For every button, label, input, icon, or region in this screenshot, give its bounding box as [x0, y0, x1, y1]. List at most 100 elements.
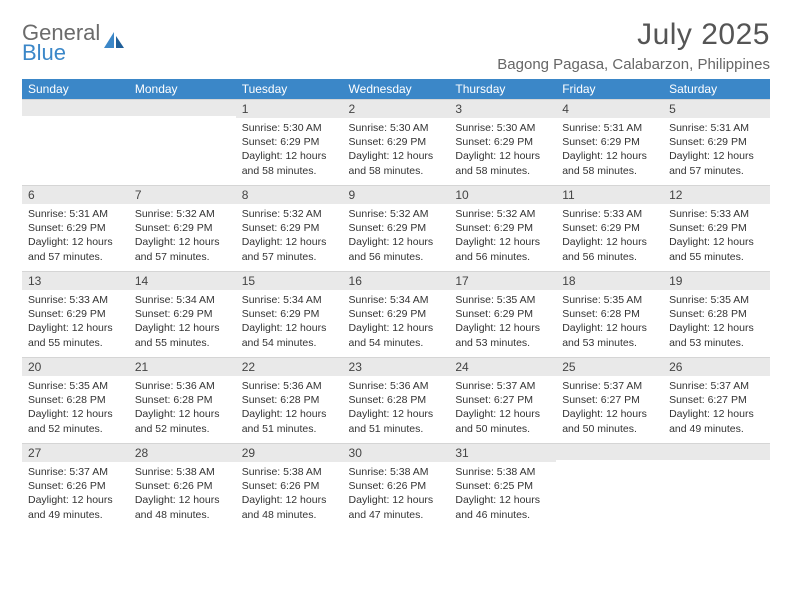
day-info: Sunrise: 5:32 AMSunset: 6:29 PMDaylight:… — [449, 204, 556, 270]
day-info: Sunrise: 5:33 AMSunset: 6:29 PMDaylight:… — [22, 290, 129, 356]
day-info: Sunrise: 5:35 AMSunset: 6:29 PMDaylight:… — [449, 290, 556, 356]
day-info: Sunrise: 5:30 AMSunset: 6:29 PMDaylight:… — [449, 118, 556, 184]
calendar-cell: 20Sunrise: 5:35 AMSunset: 6:28 PMDayligh… — [22, 357, 129, 443]
day-number: 28 — [129, 443, 236, 462]
day-info: Sunrise: 5:38 AMSunset: 6:25 PMDaylight:… — [449, 462, 556, 528]
calendar-cell: 27Sunrise: 5:37 AMSunset: 6:26 PMDayligh… — [22, 443, 129, 529]
day-info: Sunrise: 5:35 AMSunset: 6:28 PMDaylight:… — [22, 376, 129, 442]
day-info: Sunrise: 5:33 AMSunset: 6:29 PMDaylight:… — [556, 204, 663, 270]
calendar-cell — [663, 443, 770, 529]
day-info-empty — [663, 460, 770, 516]
calendar-table: SundayMondayTuesdayWednesdayThursdayFrid… — [22, 79, 770, 529]
calendar-cell: 5Sunrise: 5:31 AMSunset: 6:29 PMDaylight… — [663, 99, 770, 185]
day-info: Sunrise: 5:31 AMSunset: 6:29 PMDaylight:… — [22, 204, 129, 270]
brand-word2: Blue — [22, 42, 100, 64]
sail-icon — [102, 28, 128, 59]
day-info: Sunrise: 5:31 AMSunset: 6:29 PMDaylight:… — [663, 118, 770, 184]
calendar-cell: 8Sunrise: 5:32 AMSunset: 6:29 PMDaylight… — [236, 185, 343, 271]
day-number: 23 — [343, 357, 450, 376]
calendar-cell: 3Sunrise: 5:30 AMSunset: 6:29 PMDaylight… — [449, 99, 556, 185]
calendar-body: 1Sunrise: 5:30 AMSunset: 6:29 PMDaylight… — [22, 99, 770, 529]
calendar-head: SundayMondayTuesdayWednesdayThursdayFrid… — [22, 79, 770, 99]
day-number: 16 — [343, 271, 450, 290]
day-info: Sunrise: 5:36 AMSunset: 6:28 PMDaylight:… — [343, 376, 450, 442]
calendar-cell: 25Sunrise: 5:37 AMSunset: 6:27 PMDayligh… — [556, 357, 663, 443]
day-info: Sunrise: 5:38 AMSunset: 6:26 PMDaylight:… — [129, 462, 236, 528]
day-number: 8 — [236, 185, 343, 204]
weekday-header: Sunday — [22, 79, 129, 99]
calendar-cell — [129, 99, 236, 185]
header: General Blue July 2025 Bagong Pagasa, Ca… — [22, 18, 770, 73]
day-info: Sunrise: 5:36 AMSunset: 6:28 PMDaylight:… — [129, 376, 236, 442]
day-number: 22 — [236, 357, 343, 376]
day-info: Sunrise: 5:34 AMSunset: 6:29 PMDaylight:… — [236, 290, 343, 356]
day-number: 20 — [22, 357, 129, 376]
day-number: 3 — [449, 99, 556, 118]
calendar-cell: 10Sunrise: 5:32 AMSunset: 6:29 PMDayligh… — [449, 185, 556, 271]
calendar-cell: 24Sunrise: 5:37 AMSunset: 6:27 PMDayligh… — [449, 357, 556, 443]
calendar-cell: 22Sunrise: 5:36 AMSunset: 6:28 PMDayligh… — [236, 357, 343, 443]
day-info-empty — [22, 116, 129, 172]
day-number: 14 — [129, 271, 236, 290]
calendar-cell: 12Sunrise: 5:33 AMSunset: 6:29 PMDayligh… — [663, 185, 770, 271]
day-info: Sunrise: 5:38 AMSunset: 6:26 PMDaylight:… — [236, 462, 343, 528]
calendar-cell: 17Sunrise: 5:35 AMSunset: 6:29 PMDayligh… — [449, 271, 556, 357]
day-number-empty — [129, 99, 236, 116]
calendar-cell: 23Sunrise: 5:36 AMSunset: 6:28 PMDayligh… — [343, 357, 450, 443]
calendar-cell: 6Sunrise: 5:31 AMSunset: 6:29 PMDaylight… — [22, 185, 129, 271]
calendar-cell: 15Sunrise: 5:34 AMSunset: 6:29 PMDayligh… — [236, 271, 343, 357]
weekday-header-row: SundayMondayTuesdayWednesdayThursdayFrid… — [22, 79, 770, 99]
logo-text-block: General Blue — [22, 22, 100, 64]
calendar-cell: 26Sunrise: 5:37 AMSunset: 6:27 PMDayligh… — [663, 357, 770, 443]
day-number: 2 — [343, 99, 450, 118]
day-info: Sunrise: 5:35 AMSunset: 6:28 PMDaylight:… — [663, 290, 770, 356]
day-number: 27 — [22, 443, 129, 462]
day-number: 24 — [449, 357, 556, 376]
calendar-cell: 30Sunrise: 5:38 AMSunset: 6:26 PMDayligh… — [343, 443, 450, 529]
day-info: Sunrise: 5:30 AMSunset: 6:29 PMDaylight:… — [343, 118, 450, 184]
month-title: July 2025 — [497, 18, 770, 52]
day-info: Sunrise: 5:37 AMSunset: 6:27 PMDaylight:… — [556, 376, 663, 442]
day-info: Sunrise: 5:32 AMSunset: 6:29 PMDaylight:… — [236, 204, 343, 270]
day-info: Sunrise: 5:32 AMSunset: 6:29 PMDaylight:… — [343, 204, 450, 270]
day-number: 1 — [236, 99, 343, 118]
calendar-row: 13Sunrise: 5:33 AMSunset: 6:29 PMDayligh… — [22, 271, 770, 357]
day-number: 4 — [556, 99, 663, 118]
weekday-header: Tuesday — [236, 79, 343, 99]
calendar-cell: 14Sunrise: 5:34 AMSunset: 6:29 PMDayligh… — [129, 271, 236, 357]
calendar-cell: 29Sunrise: 5:38 AMSunset: 6:26 PMDayligh… — [236, 443, 343, 529]
calendar-page: General Blue July 2025 Bagong Pagasa, Ca… — [0, 0, 792, 529]
calendar-cell: 7Sunrise: 5:32 AMSunset: 6:29 PMDaylight… — [129, 185, 236, 271]
calendar-cell: 9Sunrise: 5:32 AMSunset: 6:29 PMDaylight… — [343, 185, 450, 271]
day-info: Sunrise: 5:35 AMSunset: 6:28 PMDaylight:… — [556, 290, 663, 356]
day-number-empty — [556, 443, 663, 460]
calendar-row: 1Sunrise: 5:30 AMSunset: 6:29 PMDaylight… — [22, 99, 770, 185]
day-number: 18 — [556, 271, 663, 290]
day-number: 25 — [556, 357, 663, 376]
brand-logo: General Blue — [22, 22, 128, 64]
day-info: Sunrise: 5:38 AMSunset: 6:26 PMDaylight:… — [343, 462, 450, 528]
day-info: Sunrise: 5:34 AMSunset: 6:29 PMDaylight:… — [129, 290, 236, 356]
day-info: Sunrise: 5:37 AMSunset: 6:26 PMDaylight:… — [22, 462, 129, 528]
calendar-cell: 31Sunrise: 5:38 AMSunset: 6:25 PMDayligh… — [449, 443, 556, 529]
day-number-empty — [663, 443, 770, 460]
weekday-header: Thursday — [449, 79, 556, 99]
day-number: 15 — [236, 271, 343, 290]
weekday-header: Wednesday — [343, 79, 450, 99]
calendar-cell: 18Sunrise: 5:35 AMSunset: 6:28 PMDayligh… — [556, 271, 663, 357]
day-number: 7 — [129, 185, 236, 204]
day-number-empty — [22, 99, 129, 116]
calendar-cell: 21Sunrise: 5:36 AMSunset: 6:28 PMDayligh… — [129, 357, 236, 443]
calendar-cell: 28Sunrise: 5:38 AMSunset: 6:26 PMDayligh… — [129, 443, 236, 529]
calendar-cell — [556, 443, 663, 529]
day-number: 29 — [236, 443, 343, 462]
day-info: Sunrise: 5:31 AMSunset: 6:29 PMDaylight:… — [556, 118, 663, 184]
day-info-empty — [556, 460, 663, 516]
day-info: Sunrise: 5:36 AMSunset: 6:28 PMDaylight:… — [236, 376, 343, 442]
weekday-header: Friday — [556, 79, 663, 99]
title-block: July 2025 Bagong Pagasa, Calabarzon, Phi… — [497, 18, 770, 73]
day-number: 11 — [556, 185, 663, 204]
day-info: Sunrise: 5:37 AMSunset: 6:27 PMDaylight:… — [449, 376, 556, 442]
calendar-row: 20Sunrise: 5:35 AMSunset: 6:28 PMDayligh… — [22, 357, 770, 443]
day-info: Sunrise: 5:34 AMSunset: 6:29 PMDaylight:… — [343, 290, 450, 356]
